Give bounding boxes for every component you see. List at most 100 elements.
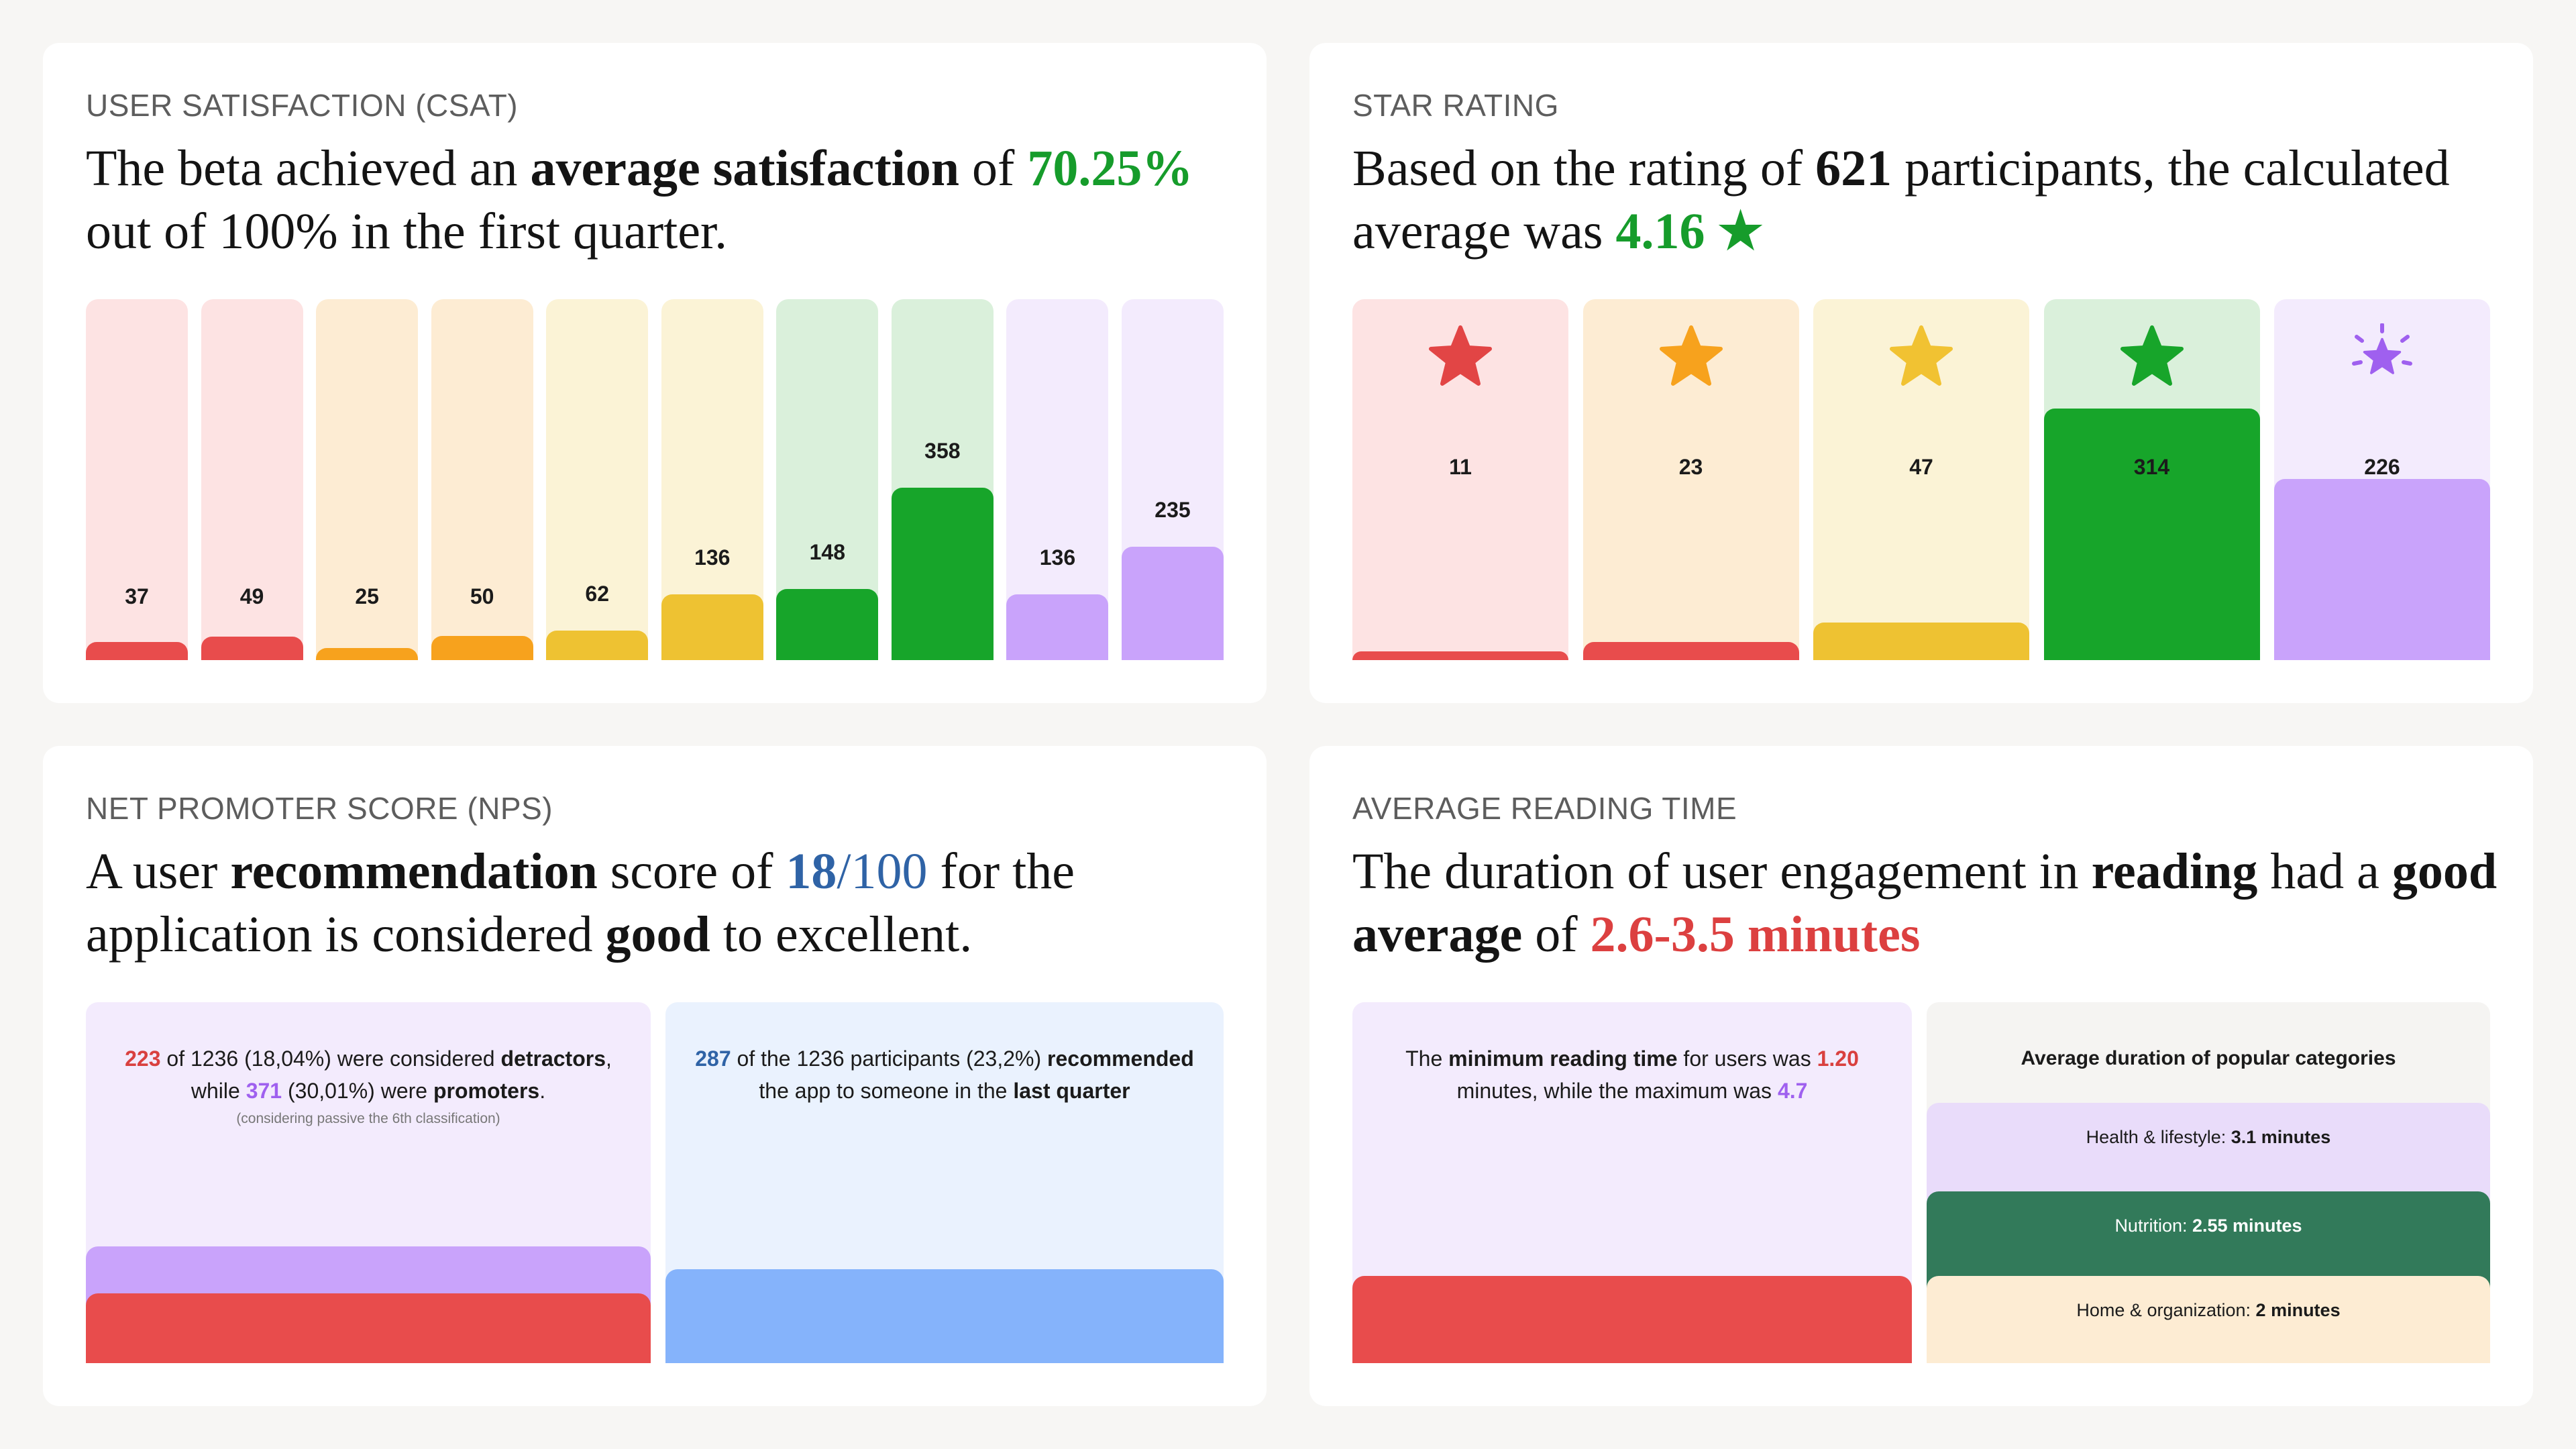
csat-bar-label: 62	[585, 581, 610, 606]
nps-detractors-text: 223 of 1236 (18,04%) were considered det…	[113, 1042, 624, 1131]
min-reading-bar	[1352, 1276, 1912, 1363]
csat-bar	[1122, 547, 1224, 660]
nps-passive-note: (considering passive the 6th classificat…	[236, 1111, 500, 1126]
star-bar-label: 226	[2364, 455, 2400, 479]
star-bar-column: 226	[2274, 299, 2490, 660]
reading-headline-bold: reading	[2091, 843, 2258, 900]
csat-bar-label: 50	[470, 584, 494, 608]
detractors-bar	[86, 1293, 651, 1363]
csat-bar-chart: 37 49 25 50 62 136 148 358 136 235	[86, 299, 1224, 660]
csat-bar	[316, 648, 419, 660]
reading-minmax-panel: The minimum reading time for users was 1…	[1352, 1002, 1912, 1363]
reading-panel-text: for users was	[1677, 1046, 1817, 1071]
nps-score-max: /100	[837, 843, 928, 900]
nps-panel-bold: recommended	[1047, 1046, 1194, 1071]
star-icon	[1659, 325, 1723, 386]
category-name: Home & organization:	[2076, 1300, 2256, 1320]
nps-panel-text: the app to someone in the	[759, 1079, 1014, 1103]
star-bar-chart: 11 23 47 314 226	[1352, 299, 2490, 660]
csat-bar	[431, 636, 533, 660]
csat-headline-text: The beta achieved an	[86, 140, 531, 197]
star-rating-card: STAR RATING Based on the rating of 621 p…	[1309, 43, 2533, 703]
csat-headline-text: of	[959, 140, 1028, 197]
reading-average-value: 2.6-3.5 minutes	[1590, 906, 1921, 963]
csat-bar	[546, 630, 649, 660]
csat-bar-column: 358	[891, 299, 994, 660]
reading-panel-bold: minimum reading time	[1448, 1046, 1678, 1071]
reading-headline: The duration of user engagement in readi…	[1352, 840, 2520, 966]
csat-bar-label: 148	[809, 539, 846, 564]
csat-bar	[776, 588, 879, 660]
reading-eyebrow: AVERAGE READING TIME	[1352, 791, 1737, 826]
csat-bar-label: 25	[355, 584, 379, 608]
csat-headline: The beta achieved an average satisfactio…	[86, 137, 1253, 263]
reading-headline-text: The duration of user engagement in	[1352, 843, 2092, 900]
nps-eyebrow: NET PROMOTER SCORE (NPS)	[86, 791, 553, 826]
nps-score-value: 18	[786, 843, 837, 900]
csat-bar	[891, 488, 994, 660]
star-headline-text: participants, the calculated average was	[1352, 140, 2450, 260]
promoters-count: 371	[246, 1079, 282, 1103]
nps-panel-text: of the 1236 participants (23,2%)	[731, 1046, 1048, 1071]
nps-panel-bold: detractors	[500, 1046, 606, 1071]
csat-bar	[201, 636, 303, 660]
reading-panel-text: minutes, while the maximum was	[1456, 1079, 1778, 1103]
star-bar-column: 47	[1813, 299, 2029, 660]
star-icon	[1890, 325, 1953, 386]
star-bar	[2274, 478, 2490, 660]
csat-bar-column: 50	[431, 299, 533, 660]
star-bar	[1582, 641, 1799, 660]
reading-panel-text: The	[1405, 1046, 1449, 1071]
csat-headline-text: out of 100% in the first quarter.	[86, 203, 728, 260]
category-name: Health & lifestyle:	[2086, 1127, 2231, 1147]
reading-time-card: AVERAGE READING TIME The duration of use…	[1309, 746, 2533, 1406]
csat-bar-column: 136	[661, 299, 763, 660]
nps-headline-text: score of	[597, 843, 786, 900]
csat-card: USER SATISFACTION (CSAT) The beta achiev…	[43, 43, 1267, 703]
star-bar-label: 314	[2133, 455, 2170, 479]
nps-card: NET PROMOTER SCORE (NPS) A user recommen…	[43, 746, 1267, 1406]
nps-detractors-panel: 223 of 1236 (18,04%) were considered det…	[86, 1002, 651, 1363]
sparkle-star-icon	[2352, 323, 2412, 374]
star-eyebrow: STAR RATING	[1352, 88, 1559, 123]
csat-bar-label: 37	[125, 584, 149, 608]
csat-bar-label: 136	[1039, 545, 1076, 570]
reading-headline-text: had a	[2257, 843, 2392, 900]
nps-panel-text: (30,01%) were	[282, 1079, 433, 1103]
csat-bar-label: 136	[694, 545, 731, 570]
csat-headline-bold: average satisfaction	[530, 140, 960, 197]
csat-eyebrow: USER SATISFACTION (CSAT)	[86, 88, 519, 123]
reading-headline-text: of	[1522, 906, 1591, 963]
csat-average-value: 70.25%	[1027, 140, 1193, 197]
star-bar	[1352, 651, 1568, 660]
csat-bar-column: 37	[86, 299, 188, 660]
categories-title: Average duration of popular categories	[2021, 1047, 2396, 1069]
star-bar-label: 11	[1449, 455, 1472, 479]
nps-headline-text: for the application is considered	[86, 843, 1075, 963]
csat-bar	[661, 594, 763, 660]
csat-bar	[1006, 594, 1109, 660]
star-bar	[2043, 408, 2260, 660]
csat-bar-column: 148	[776, 299, 879, 660]
csat-bar-column: 49	[201, 299, 303, 660]
star-bar-column: 314	[2043, 299, 2260, 660]
nps-headline: A user recommendation score of 18/100 fo…	[86, 840, 1253, 966]
star-headline-text: Based on the rating of	[1352, 140, 1816, 197]
star-bar-column: 11	[1352, 299, 1568, 660]
nps-recommended-panel: 287 of the 1236 participants (23,2%) rec…	[665, 1002, 1224, 1363]
nps-panel-text: , while	[191, 1046, 612, 1103]
star-headline-bold: 621	[1815, 140, 1892, 197]
csat-bar-column: 25	[316, 299, 419, 660]
nps-panel-text: of 1236 (18,04%) were considered	[160, 1046, 501, 1071]
category-duration: 3.1 minutes	[2231, 1127, 2331, 1147]
recommended-bar	[665, 1269, 1224, 1363]
csat-bar-column: 62	[546, 299, 649, 660]
nps-recommended-text: 287 of the 1236 participants (23,2%) rec…	[692, 1042, 1197, 1107]
star-icon	[1429, 325, 1492, 386]
category-row: Home & organization: 2 minutes	[1927, 1276, 2490, 1363]
category-duration: 2.55 minutes	[2192, 1216, 2302, 1236]
reading-headline-bold: good average	[1352, 843, 2498, 963]
csat-bar-label: 235	[1155, 498, 1191, 523]
star-headline: Based on the rating of 621 participants,…	[1352, 137, 2520, 263]
star-bar-label: 47	[1909, 455, 1933, 479]
